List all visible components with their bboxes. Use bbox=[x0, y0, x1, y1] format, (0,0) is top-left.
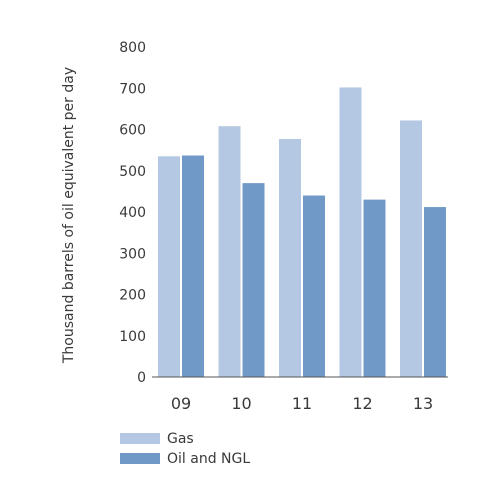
bar-gas-13 bbox=[400, 120, 422, 378]
bar-oil-ngl-10 bbox=[242, 183, 265, 377]
bar-gas-12 bbox=[339, 87, 362, 378]
legend-swatch-gas bbox=[120, 433, 160, 444]
legend: Gas Oil and NGL bbox=[120, 431, 250, 467]
y-tick-label: 800 bbox=[119, 40, 146, 56]
bars bbox=[158, 87, 446, 378]
bar-oil-ngl-13 bbox=[424, 207, 446, 377]
y-tick-label: 0 bbox=[137, 370, 146, 386]
bar-oil-ngl-11 bbox=[303, 195, 325, 377]
bar-gas-11 bbox=[279, 138, 301, 377]
y-tick-label: 500 bbox=[119, 164, 146, 180]
x-tick-label: 11 bbox=[292, 394, 312, 413]
bar-gas-10 bbox=[218, 126, 241, 377]
legend-swatch-oil-ngl bbox=[120, 453, 160, 464]
x-tick-label: 12 bbox=[352, 394, 372, 413]
y-tick-label: 700 bbox=[119, 81, 146, 97]
x-tick-label: 13 bbox=[413, 394, 433, 413]
y-tick-label: 200 bbox=[119, 288, 146, 304]
legend-label-gas: Gas bbox=[167, 431, 194, 447]
y-tick-label: 300 bbox=[119, 246, 146, 262]
x-tick-label: 09 bbox=[171, 394, 191, 413]
y-axis-label: Thousand barrels of oil equivalent per d… bbox=[61, 67, 77, 364]
y-axis-label-group: Thousand barrels of oil equivalent per d… bbox=[61, 67, 77, 364]
bar-oil-ngl-12 bbox=[363, 199, 386, 377]
y-tick-label: 100 bbox=[119, 329, 146, 345]
bar-oil-ngl-09 bbox=[182, 155, 204, 377]
y-tick-label: 600 bbox=[119, 123, 146, 139]
x-tick-label: 10 bbox=[231, 394, 251, 413]
bar-gas-09 bbox=[158, 156, 180, 377]
y-axis-ticks: 0 100 200 300 400 500 600 700 800 bbox=[119, 40, 146, 386]
legend-label-oil-ngl: Oil and NGL bbox=[167, 451, 250, 467]
x-axis-ticks: 09 10 11 12 13 bbox=[171, 394, 433, 413]
y-tick-label: 400 bbox=[119, 205, 146, 221]
